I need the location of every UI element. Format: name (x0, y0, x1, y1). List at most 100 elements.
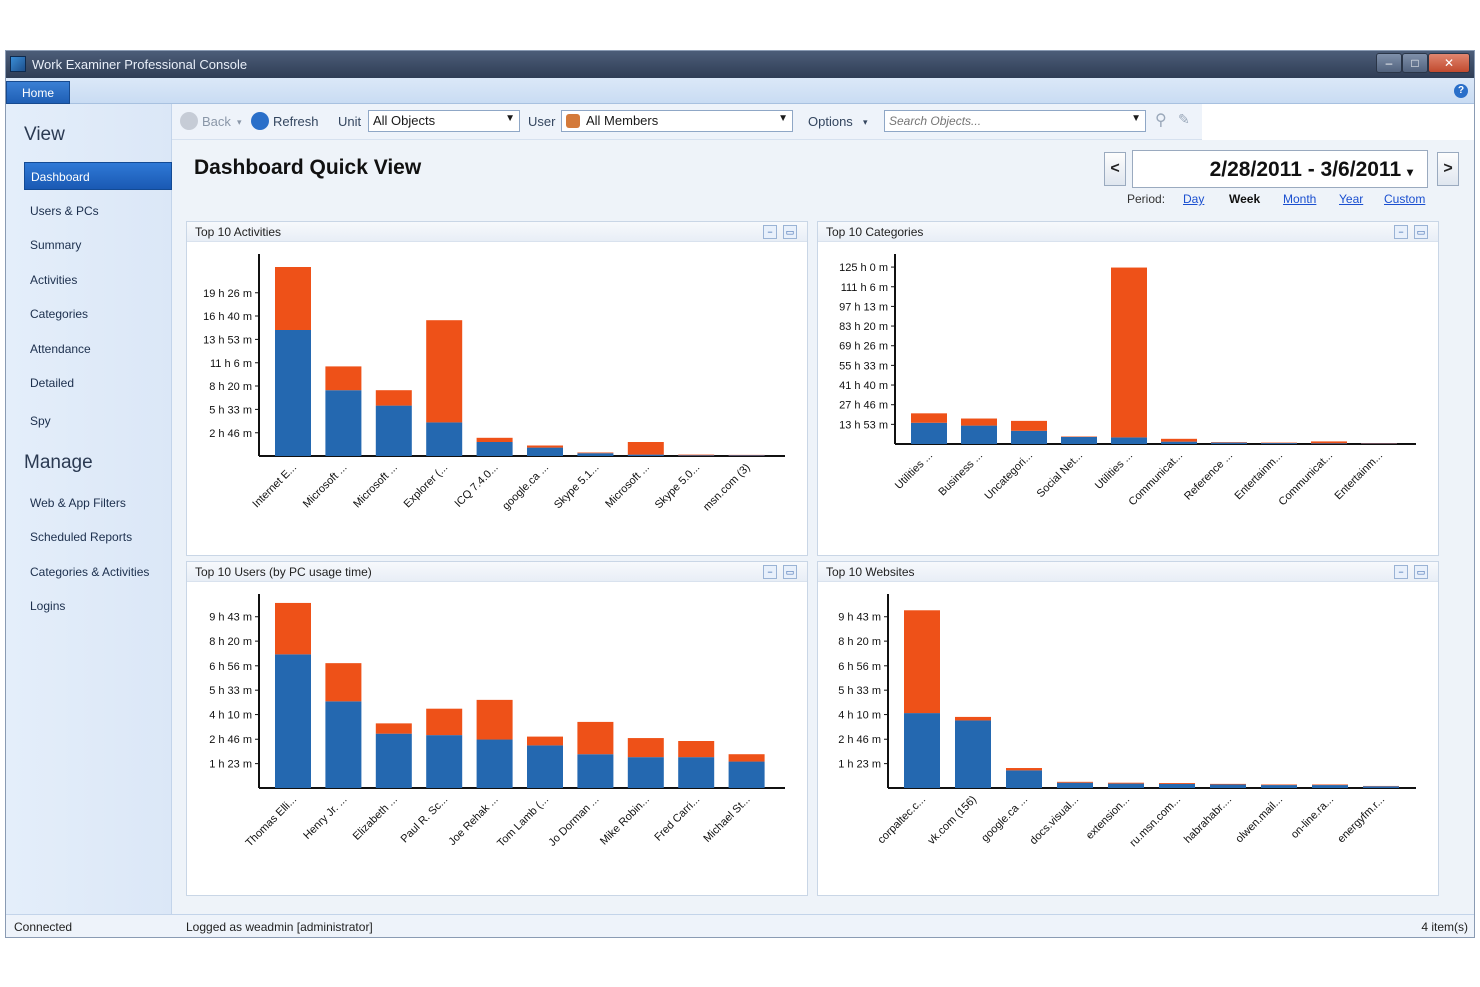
sidebar-item-summary[interactable]: Summary (30, 238, 82, 252)
page-title: Dashboard Quick View (194, 156, 422, 179)
y-tick-label: 2 h 46 m (209, 734, 252, 746)
back-dropdown-icon[interactable]: ▾ (237, 117, 242, 127)
sidebar-item-scheduled-reports[interactable]: Scheduled Reports (30, 530, 133, 544)
x-tick-label: docs.visual... (1028, 794, 1081, 847)
close-button[interactable]: ✕ (1428, 53, 1470, 73)
x-tick-label: Tom Lamb (... (495, 794, 551, 850)
bar-segment (1312, 785, 1348, 788)
search-input[interactable] (889, 114, 1119, 128)
bar-segment (1011, 420, 1047, 431)
refresh-icon (251, 112, 269, 130)
period-day-link[interactable]: Day (1183, 192, 1205, 206)
bar-segment (627, 442, 664, 455)
collapse-icon[interactable]: − (763, 565, 777, 579)
x-tick-label: Jo Dorman ... (546, 794, 601, 849)
bar-segment (1111, 267, 1147, 438)
logged-as-text: Logged as weadmin [administrator] (186, 920, 373, 934)
y-tick-label: 13 h 53 m (839, 419, 888, 431)
bar-segment (1261, 443, 1297, 444)
bar-segment (911, 422, 947, 444)
bar-segment (904, 713, 940, 788)
bar-segment (1159, 783, 1195, 788)
bar-segment (1161, 441, 1197, 444)
user-select[interactable]: All Members ▼ (561, 110, 793, 132)
bar-segment (577, 453, 614, 456)
bar-segment (1312, 784, 1348, 786)
sidebar-item-web-app-filters[interactable]: Web & App Filters (30, 496, 126, 510)
y-tick-label: 6 h 56 m (209, 661, 252, 673)
period-week-link[interactable]: Week (1229, 192, 1261, 206)
sidebar-item-spy[interactable]: Spy (30, 414, 51, 428)
maximize-icon[interactable]: ▭ (1414, 225, 1428, 239)
sidebar-item-categories-activities[interactable]: Categories & Activities (30, 565, 150, 579)
user-label: User (528, 114, 556, 129)
collapse-icon[interactable]: − (1394, 225, 1408, 239)
x-tick-label: Microsoft ... (301, 462, 350, 511)
maximize-icon[interactable]: ▭ (1414, 565, 1428, 579)
panel-top-categories: Top 10 Categories − ▭ 13 h 53 m 27 h 46 m… (817, 221, 1439, 556)
users-icon (566, 114, 580, 128)
x-tick-label: Communicat... (1276, 450, 1335, 509)
y-tick-label: 2 h 46 m (209, 428, 252, 440)
sidebar-item-dashboard[interactable]: Dashboard (24, 162, 172, 190)
sidebar-item-detailed[interactable]: Detailed (30, 376, 75, 390)
maximize-button[interactable]: □ (1402, 53, 1428, 73)
bar-segment (325, 663, 362, 702)
sidebar-item-categories[interactable]: Categories (30, 307, 89, 321)
x-tick-label: Utilities ... (1093, 450, 1135, 492)
x-tick-label: Skype 5.0... (653, 462, 703, 512)
options-dropdown-icon[interactable]: ▾ (863, 117, 868, 127)
minimize-button[interactable]: – (1376, 53, 1402, 73)
period-month-link[interactable]: Month (1283, 192, 1317, 206)
x-tick-label: Microsoft ... (351, 462, 400, 511)
next-period-button[interactable]: > (1437, 152, 1459, 186)
tab-home[interactable]: Home (6, 81, 70, 104)
item-count: 4 item(s) (1421, 920, 1468, 934)
collapse-icon[interactable]: − (1394, 565, 1408, 579)
period-custom-link[interactable]: Custom (1384, 192, 1426, 206)
maximize-icon[interactable]: ▭ (783, 565, 797, 579)
help-icon[interactable]: ? (1454, 84, 1468, 98)
sidebar-item-logins[interactable]: Logins (30, 599, 66, 613)
period-year-link[interactable]: Year (1339, 192, 1364, 206)
sidebar-item-users-pcs[interactable]: Users & PCs (30, 204, 99, 218)
chart-top-users: 1 h 23 m 2 h 46 m 4 h 10 m 5 h 33 m 6 h 56 m… (209, 594, 785, 850)
search-icon[interactable]: ⚲ (1155, 112, 1167, 129)
y-tick-label: 4 h 10 m (209, 710, 252, 722)
bar-segment (1057, 781, 1093, 783)
date-range-picker[interactable]: 2/28/2011 - 3/6/2011 ▾ (1132, 150, 1428, 188)
bar-segment (577, 452, 614, 454)
y-tick-label: 8 h 20 m (209, 381, 252, 393)
x-tick-label: Joe Rehak ... (446, 794, 500, 848)
bar-segment (325, 390, 362, 456)
y-tick-label: 19 h 26 m (203, 288, 252, 300)
sidebar-item-attendance[interactable]: Attendance (30, 342, 91, 356)
bar-segment (426, 320, 463, 423)
bar-segment (955, 716, 991, 721)
unit-select[interactable]: All Objects ▼ (368, 110, 520, 132)
bar-segment (627, 757, 664, 788)
sidebar-item-activities[interactable]: Activities (30, 273, 78, 287)
bar-segment (1011, 430, 1047, 444)
window-title: Work Examiner Professional Console (32, 57, 248, 72)
bar-segment (961, 425, 997, 444)
y-tick-label: 1 h 23 m (209, 759, 252, 771)
y-tick-label: 8 h 20 m (209, 636, 252, 648)
x-tick-label: Entertainm... (1333, 450, 1386, 503)
bar-segment (678, 741, 715, 758)
panel-top-activities: Top 10 Activities − ▭ 2 h 46 m 5 h 33 m 8 … (186, 221, 808, 556)
x-tick-label: Microsoft ... (603, 462, 652, 511)
x-tick-label: Internet E... (250, 462, 299, 511)
x-tick-label: habrahabr.... (1182, 794, 1234, 846)
refresh-button[interactable]: Refresh (273, 114, 319, 129)
search-combo[interactable]: ▼ (884, 110, 1146, 132)
maximize-icon[interactable]: ▭ (783, 225, 797, 239)
status-bar: Connected Logged as weadmin [administrat… (6, 914, 1474, 937)
back-button[interactable]: Back (202, 114, 231, 129)
previous-period-button[interactable]: < (1104, 152, 1126, 186)
bar-segment (904, 610, 940, 714)
clear-eraser-icon[interactable]: ✎ (1178, 111, 1190, 127)
collapse-icon[interactable]: − (763, 225, 777, 239)
y-tick-label: 9 h 43 m (209, 612, 252, 624)
options-menu[interactable]: Options (808, 114, 853, 129)
